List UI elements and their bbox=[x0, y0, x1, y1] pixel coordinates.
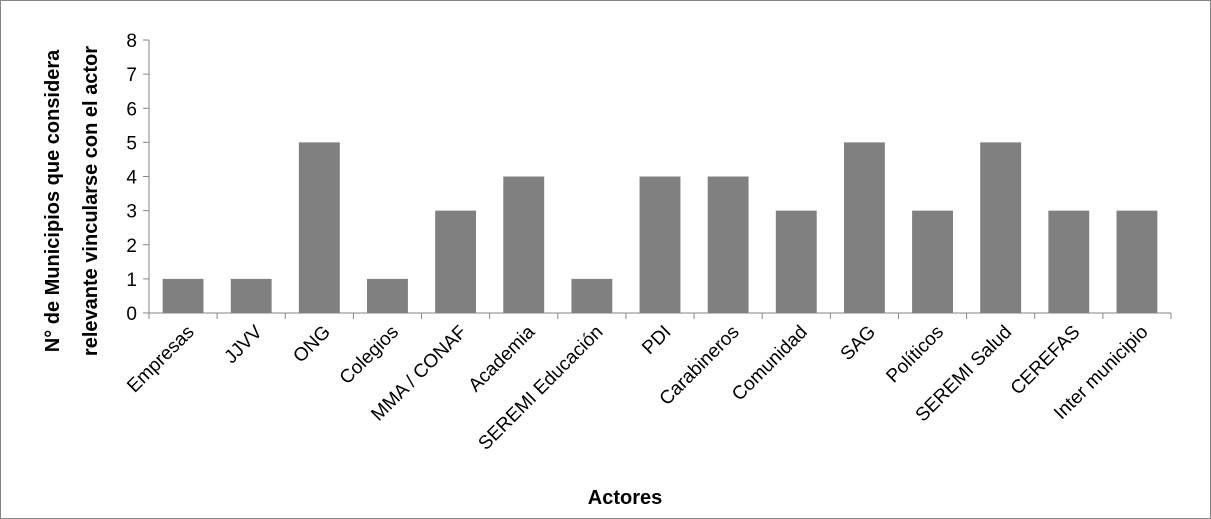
bar-carabineros bbox=[707, 176, 749, 313]
x-tick-label: ONG bbox=[289, 322, 334, 367]
y-tick-label: 0 bbox=[126, 304, 137, 325]
x-tick-label: JJVV bbox=[221, 321, 267, 367]
bar-empresas bbox=[162, 278, 204, 313]
x-tick-label: Colegios bbox=[336, 322, 403, 389]
bar-jjvv bbox=[230, 278, 272, 313]
y-tick-label: 4 bbox=[126, 168, 137, 189]
bars bbox=[162, 142, 1158, 313]
y-tick-label: 8 bbox=[126, 31, 137, 52]
bar-inter-municipio bbox=[1116, 210, 1158, 313]
y-axis-ticks: 0 1 2 3 4 5 6 7 8 bbox=[126, 31, 149, 325]
x-tick-label: PDI bbox=[638, 322, 675, 359]
bar-seremi-salud bbox=[980, 142, 1022, 313]
x-tick-label: Políticos bbox=[882, 322, 948, 388]
y-axis-title-line-1: N° de Municipios que considera bbox=[42, 49, 64, 352]
bar-colegios bbox=[367, 278, 408, 313]
bar-mma-conaf bbox=[435, 210, 477, 313]
x-axis-title: Actores bbox=[588, 487, 662, 509]
y-axis-title-line-2: relevante vincularse con el actor bbox=[80, 46, 102, 356]
x-tick-label: SAG bbox=[837, 322, 880, 365]
bar-academia bbox=[503, 176, 545, 313]
bar-seremi-educación bbox=[571, 278, 613, 313]
bar-políticos bbox=[912, 210, 953, 313]
y-tick-label: 1 bbox=[126, 270, 137, 291]
y-tick-label: 7 bbox=[126, 65, 137, 86]
y-tick-label: 5 bbox=[126, 133, 137, 154]
y-tick-label: 6 bbox=[126, 99, 137, 120]
bar-cerefas bbox=[1048, 210, 1090, 313]
bar-sag bbox=[843, 142, 885, 313]
y-tick-label: 2 bbox=[126, 236, 137, 257]
y-tick-label: 3 bbox=[126, 202, 137, 223]
bar-pdi bbox=[639, 176, 681, 313]
x-tick-label: Empresas bbox=[123, 322, 198, 397]
bar-comunidad bbox=[775, 210, 817, 313]
x-tick-label: SEREMI Educación bbox=[475, 322, 608, 455]
bar-ong bbox=[298, 142, 340, 313]
